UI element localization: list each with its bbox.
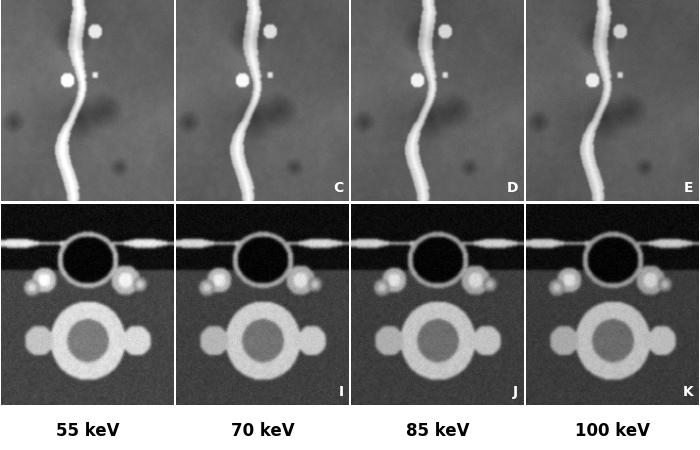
Text: C: C [333, 181, 344, 195]
Text: I: I [338, 385, 344, 399]
Text: 85 keV: 85 keV [406, 422, 469, 440]
Text: D: D [507, 181, 519, 195]
Text: 100 keV: 100 keV [575, 422, 650, 440]
Text: 70 keV: 70 keV [231, 422, 294, 440]
Text: 55 keV: 55 keV [56, 422, 119, 440]
Text: K: K [682, 385, 694, 399]
Text: J: J [513, 385, 519, 399]
Text: E: E [684, 181, 694, 195]
